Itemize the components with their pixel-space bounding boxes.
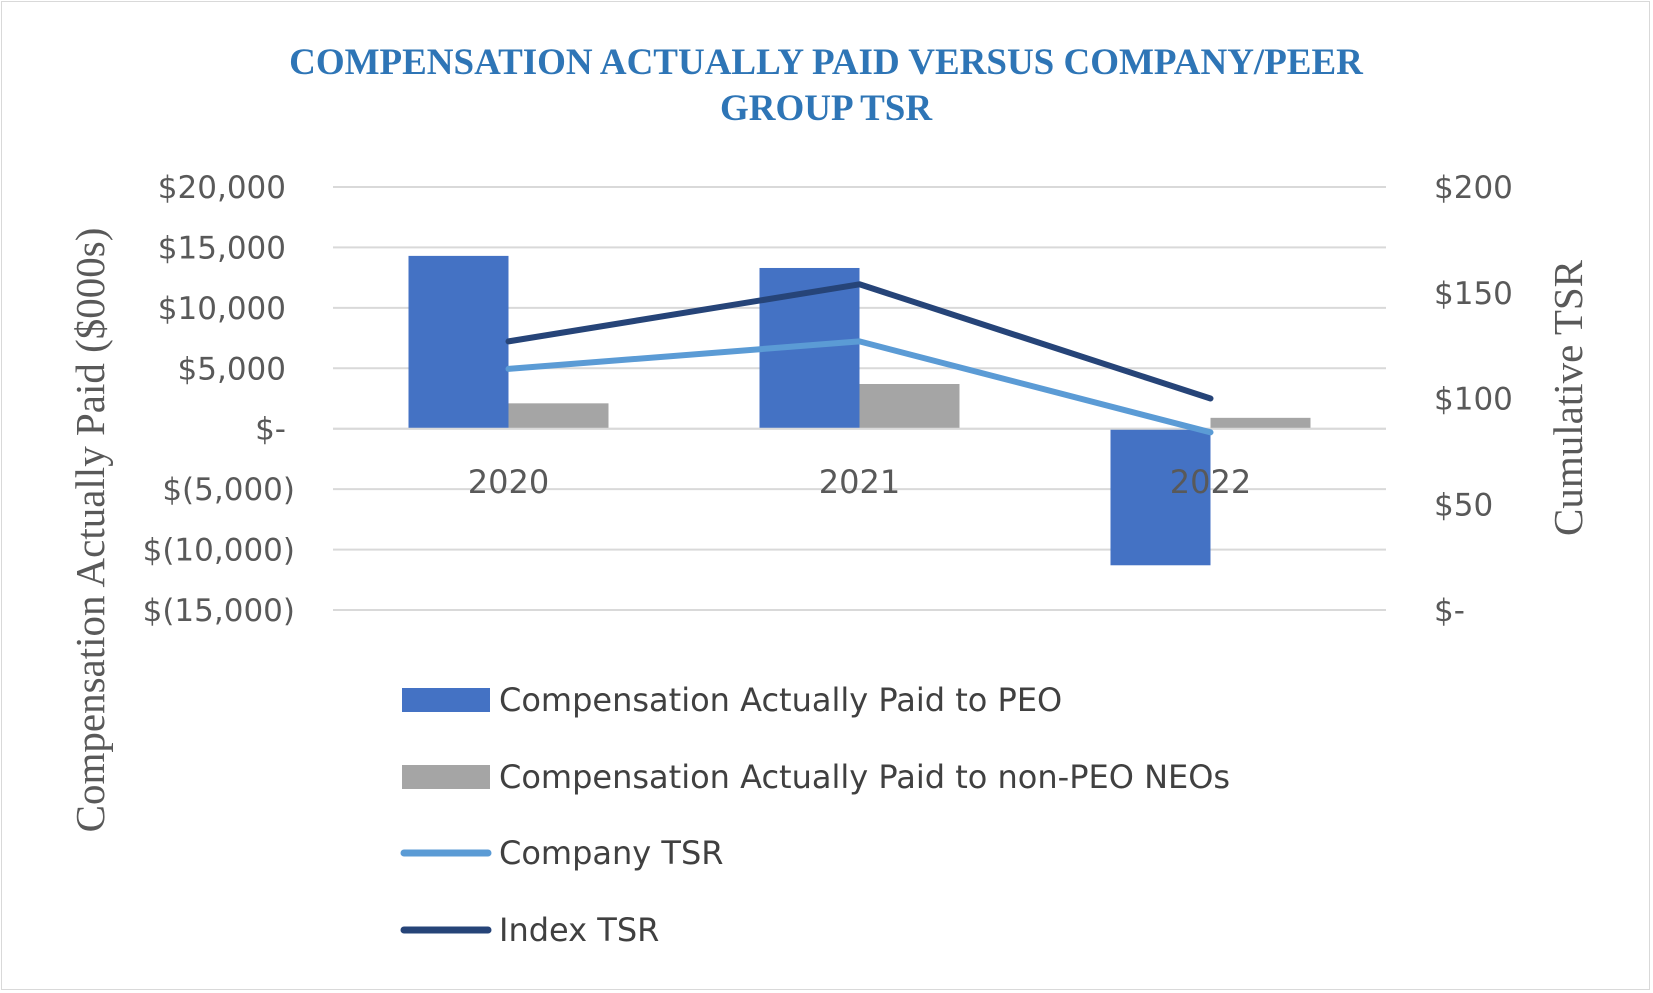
bar-neo-2022 — [1210, 417, 1311, 429]
left-tick-label: $(15,000) — [143, 593, 295, 629]
right-tick-label: $200 — [1434, 170, 1513, 206]
legend-swatch-compensation-actually-paid-to-peo — [402, 688, 490, 712]
category-label-2020: 2020 — [468, 463, 549, 501]
index-tsr-line — [505, 281, 1214, 402]
left-tick-label: $(5,000) — [162, 472, 295, 508]
left-tick-label: $- — [255, 412, 286, 448]
bar-peo-2020 — [408, 255, 509, 429]
left-tick-label: $15,000 — [158, 230, 286, 266]
right-tick-label: $100 — [1434, 382, 1513, 418]
right-axis-title: Cumulative TSR — [1545, 259, 1591, 536]
chart-title-line-1: COMPENSATION ACTUALLY PAID VERSUS COMPAN… — [289, 42, 1364, 83]
right-tick-label: $150 — [1434, 276, 1513, 312]
right-tick-label: $- — [1434, 593, 1465, 629]
left-tick-label: $20,000 — [158, 170, 286, 206]
left-tick-label: $5,000 — [178, 351, 286, 387]
legend-label-company-tsr: Company TSR — [499, 834, 724, 872]
legend-swatch-compensation-actually-paid-to-non-peo-neos — [402, 765, 490, 789]
bar-neo-2021 — [859, 383, 960, 429]
left-tick-label: $(10,000) — [143, 533, 295, 569]
bar-neo-2020 — [508, 403, 609, 429]
company-tsr-line — [505, 338, 1214, 436]
right-tick-label: $50 — [1434, 487, 1493, 523]
bar-peo-2022 — [1110, 428, 1211, 566]
category-label-2021: 2021 — [819, 463, 900, 501]
legend-label-index-tsr: Index TSR — [499, 911, 659, 949]
left-axis-title: Compensation Actually Paid ($000s) — [67, 228, 113, 833]
legend-label-compensation-actually-paid-to-peo: Compensation Actually Paid to PEO — [499, 681, 1062, 719]
category-label-2022: 2022 — [1170, 463, 1251, 501]
chart-title-line-2: GROUP TSR — [720, 88, 933, 129]
legend-label-compensation-actually-paid-to-non-peo-neos: Compensation Actually Paid to non-PEO NE… — [499, 758, 1230, 796]
left-tick-label: $10,000 — [158, 291, 286, 327]
